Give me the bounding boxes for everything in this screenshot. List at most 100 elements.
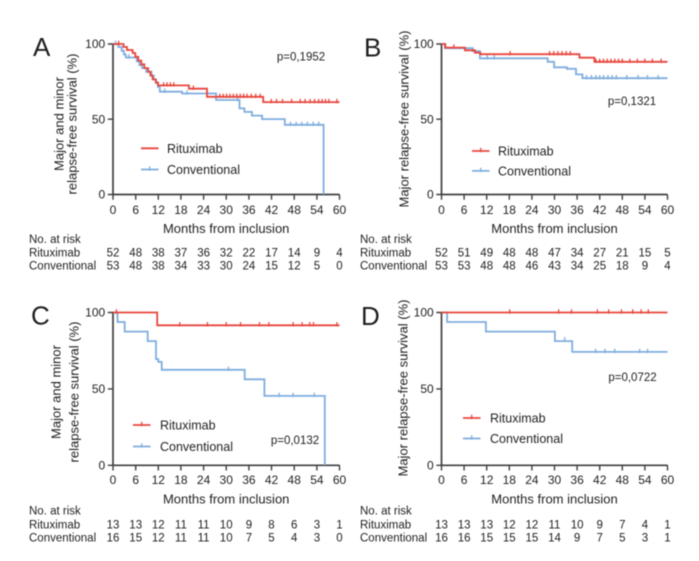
svg-text:30: 30 <box>548 203 562 217</box>
svg-text:12: 12 <box>480 473 494 487</box>
svg-text:7: 7 <box>596 533 602 545</box>
svg-text:60: 60 <box>333 203 347 217</box>
svg-text:Major relapse-free survival (%: Major relapse-free survival (%) <box>397 31 412 208</box>
svg-text:34: 34 <box>571 261 584 273</box>
svg-text:No. at risk: No. at risk <box>29 506 81 518</box>
svg-text:Rituximab: Rituximab <box>360 248 411 260</box>
svg-text:30: 30 <box>548 473 562 487</box>
svg-text:43: 43 <box>548 261 561 273</box>
svg-text:0: 0 <box>336 533 342 545</box>
svg-text:Months from inclusion: Months from inclusion <box>163 492 289 507</box>
svg-text:3: 3 <box>314 520 320 532</box>
svg-text:relapse-free survival (%): relapse-free survival (%) <box>67 322 82 463</box>
svg-text:12: 12 <box>152 203 166 217</box>
svg-text:12: 12 <box>480 203 494 217</box>
svg-text:13: 13 <box>107 520 120 532</box>
svg-text:18: 18 <box>503 203 517 217</box>
svg-text:48: 48 <box>526 248 539 260</box>
svg-text:60: 60 <box>661 203 675 217</box>
svg-text:9: 9 <box>596 520 602 532</box>
svg-text:0: 0 <box>438 203 445 217</box>
svg-text:B: B <box>364 33 381 63</box>
svg-text:relapse-free survival (%): relapse-free survival (%) <box>65 54 80 195</box>
svg-text:Rituximab: Rituximab <box>29 248 80 260</box>
svg-text:11: 11 <box>175 533 187 545</box>
svg-text:6: 6 <box>132 473 139 487</box>
svg-text:0: 0 <box>99 188 106 202</box>
svg-text:24: 24 <box>525 473 539 487</box>
svg-text:46: 46 <box>526 261 539 273</box>
svg-text:48: 48 <box>129 261 142 273</box>
svg-text:11: 11 <box>175 520 187 532</box>
svg-text:34: 34 <box>571 248 584 260</box>
svg-text:42: 42 <box>593 203 607 217</box>
svg-text:9: 9 <box>642 261 648 273</box>
svg-text:48: 48 <box>288 473 302 487</box>
svg-text:A: A <box>33 32 51 62</box>
svg-text:11: 11 <box>549 520 561 532</box>
svg-text:p=0,0132: p=0,0132 <box>271 435 319 447</box>
svg-text:12: 12 <box>152 533 165 545</box>
svg-text:14: 14 <box>548 533 561 545</box>
svg-text:12: 12 <box>152 520 165 532</box>
svg-text:36: 36 <box>197 248 210 260</box>
svg-text:12: 12 <box>288 261 301 273</box>
svg-text:6: 6 <box>132 203 139 217</box>
svg-text:7: 7 <box>619 520 625 532</box>
svg-text:36: 36 <box>570 473 584 487</box>
svg-text:60: 60 <box>333 473 347 487</box>
svg-text:5: 5 <box>268 533 274 545</box>
svg-text:36: 36 <box>570 203 584 217</box>
svg-text:24: 24 <box>525 203 539 217</box>
svg-text:0: 0 <box>427 459 434 473</box>
svg-text:12: 12 <box>503 520 516 532</box>
svg-text:15: 15 <box>503 533 516 545</box>
svg-text:11: 11 <box>198 520 210 532</box>
svg-text:18: 18 <box>174 203 188 217</box>
svg-text:Major relapse-free survival (%: Major relapse-free survival (%) <box>396 300 411 477</box>
svg-text:Conventional: Conventional <box>490 432 563 446</box>
svg-text:p=0,0722: p=0,0722 <box>608 372 656 384</box>
svg-text:24: 24 <box>197 473 211 487</box>
svg-text:48: 48 <box>503 261 516 273</box>
svg-text:50: 50 <box>420 113 434 127</box>
svg-text:16: 16 <box>107 533 120 545</box>
svg-text:52: 52 <box>435 248 448 260</box>
svg-text:No. at risk: No. at risk <box>360 234 412 246</box>
svg-text:Months from inclusion: Months from inclusion <box>491 492 617 507</box>
svg-text:10: 10 <box>571 520 584 532</box>
svg-text:8: 8 <box>268 520 274 532</box>
svg-text:51: 51 <box>458 248 471 260</box>
svg-text:25: 25 <box>593 261 606 273</box>
svg-text:42: 42 <box>265 473 279 487</box>
svg-text:24: 24 <box>197 203 211 217</box>
svg-text:34: 34 <box>175 261 188 273</box>
svg-text:11: 11 <box>198 533 210 545</box>
svg-text:p=0,1321: p=0,1321 <box>608 96 656 108</box>
svg-text:54: 54 <box>310 473 324 487</box>
svg-text:48: 48 <box>129 248 142 260</box>
svg-text:4: 4 <box>336 248 343 260</box>
svg-text:30: 30 <box>220 203 234 217</box>
svg-text:Major and minor: Major and minor <box>49 344 64 439</box>
svg-text:Rituximab: Rituximab <box>498 145 554 159</box>
svg-text:Conventional: Conventional <box>29 261 96 273</box>
svg-text:49: 49 <box>480 248 493 260</box>
svg-text:3: 3 <box>314 533 320 545</box>
svg-text:30: 30 <box>220 473 234 487</box>
svg-text:13: 13 <box>129 520 142 532</box>
svg-text:1: 1 <box>664 520 670 532</box>
svg-text:12: 12 <box>152 473 166 487</box>
svg-text:48: 48 <box>288 203 302 217</box>
svg-text:50: 50 <box>420 382 434 396</box>
svg-text:Rituximab: Rituximab <box>360 520 411 532</box>
svg-text:24: 24 <box>243 261 256 273</box>
svg-text:16: 16 <box>435 533 448 545</box>
svg-text:Conventional: Conventional <box>360 261 427 273</box>
svg-text:Rituximab: Rituximab <box>490 412 546 426</box>
svg-text:50: 50 <box>92 113 106 127</box>
svg-text:13: 13 <box>458 520 471 532</box>
svg-text:52: 52 <box>107 248 120 260</box>
svg-text:1: 1 <box>664 533 670 545</box>
svg-text:32: 32 <box>220 248 233 260</box>
